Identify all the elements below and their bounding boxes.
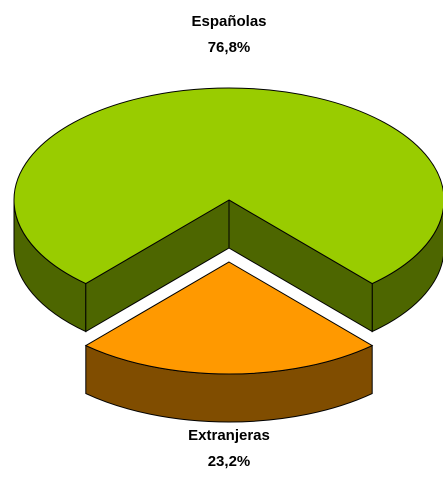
slice-label: Extranjeras xyxy=(188,427,270,444)
slice-value: 76,8% xyxy=(208,39,251,56)
slice-value: 23,2% xyxy=(208,453,251,470)
slice-label: Españolas xyxy=(191,13,266,30)
pie-slice xyxy=(13,87,443,285)
pie-slice xyxy=(84,261,374,375)
